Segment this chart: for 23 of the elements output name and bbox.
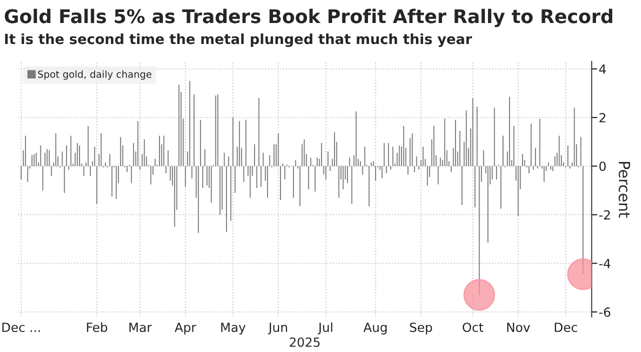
x-tick-label: Dec ... bbox=[2, 322, 40, 332]
chart-title: Gold Falls 5% as Traders Book Profit After Rally to Record bbox=[4, 8, 612, 28]
x-tick-label: Feb bbox=[86, 322, 108, 332]
x-tick-label: Mar bbox=[129, 322, 152, 332]
y-tick-label: 2 bbox=[600, 112, 606, 122]
x-tick-label: Apr bbox=[174, 322, 196, 334]
x-tick-label: Jul bbox=[318, 322, 332, 334]
x-tick-label: Nov bbox=[507, 322, 530, 332]
y-tick-label: 4 bbox=[599, 64, 606, 74]
x-tick-label: Oct bbox=[462, 322, 484, 332]
y-axis-title: Percent bbox=[618, 162, 630, 218]
x-tick-label: Jun bbox=[268, 322, 288, 334]
x-tick-label: Aug bbox=[363, 322, 387, 334]
y-tick-label: -2 bbox=[599, 210, 610, 220]
x-tick-label: May bbox=[221, 322, 246, 334]
y-tick-label: 0 bbox=[599, 162, 606, 172]
legend-label: Spot gold, daily change bbox=[38, 70, 152, 80]
x-tick-label: Dec bbox=[554, 322, 578, 332]
y-tick-label: -4 bbox=[599, 258, 610, 268]
x-axis-title: 2025 bbox=[290, 337, 320, 347]
y-tick-label: -6 bbox=[599, 307, 610, 317]
x-tick-label: Sep bbox=[410, 322, 432, 334]
chart-subtitle: It is the second time the metal plunged that much this year bbox=[5, 33, 472, 47]
